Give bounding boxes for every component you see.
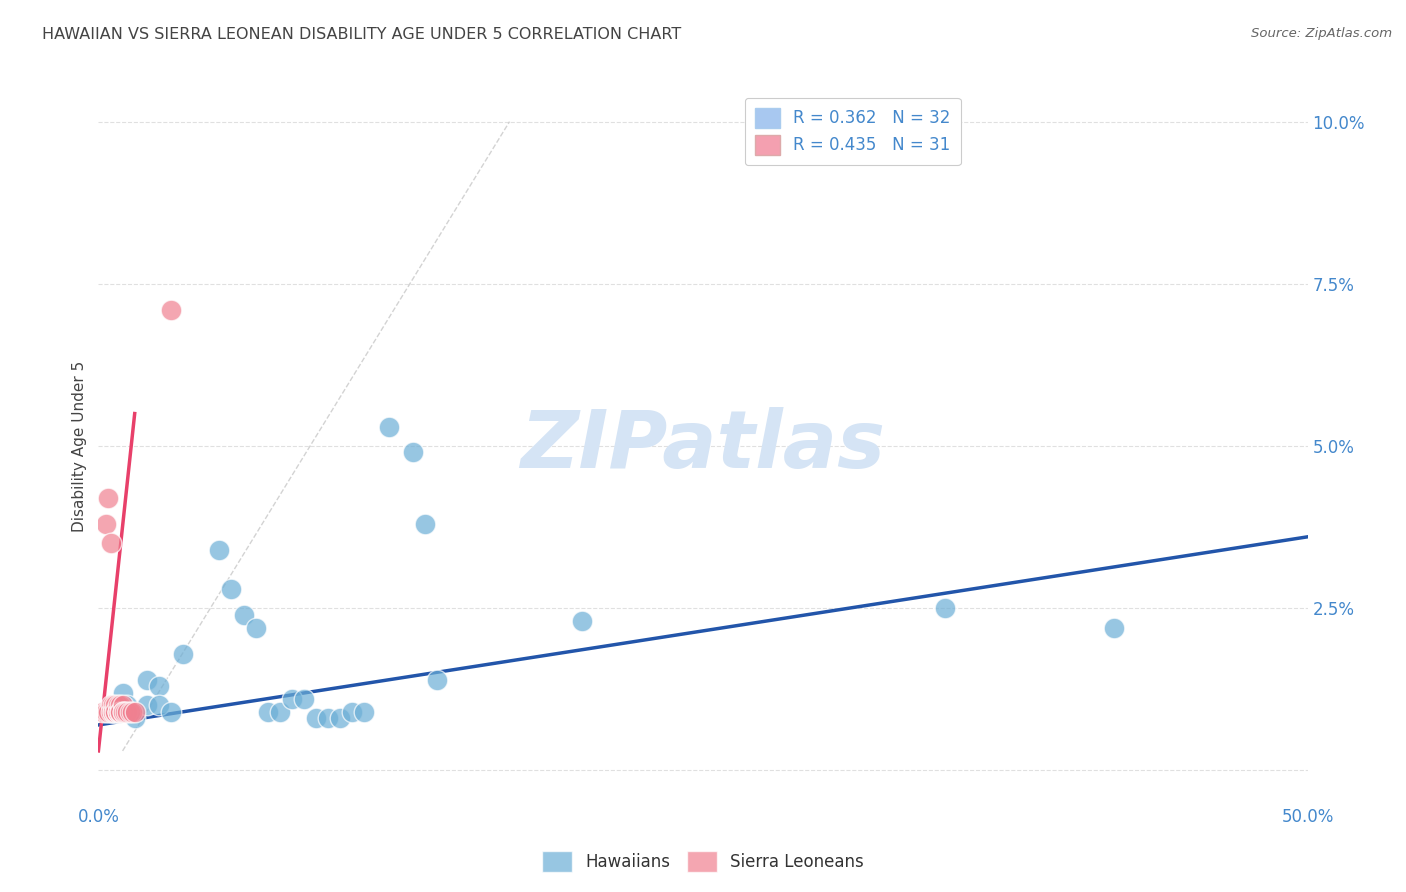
Point [97,705,120,719]
Point [135,673,157,687]
Text: Source: ZipAtlas.com: Source: ZipAtlas.com [1251,27,1392,40]
Point [108,705,131,719]
Point [148,679,170,693]
Point [111,698,134,713]
Point [111,685,134,699]
Point [148,698,170,713]
Point [1102,621,1125,635]
Point [111,705,134,719]
Point [135,698,157,713]
Point [121,705,143,719]
Text: ZIPatlas: ZIPatlas [520,407,886,485]
Point [402,445,425,459]
Point [292,692,315,706]
Point [107,705,129,719]
Point [108,698,131,713]
Point [160,302,183,317]
Point [111,705,134,719]
Point [316,711,339,725]
Point [114,705,136,719]
Point [100,536,122,550]
Point [124,705,146,719]
Point [118,705,141,719]
Point [160,705,183,719]
Point [111,705,134,719]
Point [100,705,122,719]
Point [104,698,127,713]
Point [97,491,120,505]
Point [281,692,304,706]
Point [245,621,267,635]
Point [172,647,194,661]
Point [101,705,124,719]
Point [256,705,278,719]
Point [107,698,129,713]
Point [100,705,122,719]
Point [377,419,399,434]
Legend: Hawaiians, Sierra Leoneans: Hawaiians, Sierra Leoneans [534,843,872,880]
Y-axis label: Disability Age Under 5: Disability Age Under 5 [72,360,87,532]
Point [104,705,127,719]
Point [107,705,129,719]
Point [117,698,139,713]
Point [94,516,117,531]
Point [329,711,352,725]
Point [934,601,956,615]
Point [101,698,124,713]
Point [104,705,127,719]
Point [100,698,122,713]
Point [305,711,328,725]
Point [107,705,129,719]
Point [426,673,449,687]
Point [208,542,231,557]
Point [353,705,375,719]
Point [413,516,436,531]
Point [101,705,124,719]
Point [117,705,139,719]
Point [108,705,131,719]
Point [571,614,593,628]
Point [232,607,254,622]
Text: HAWAIIAN VS SIERRA LEONEAN DISABILITY AGE UNDER 5 CORRELATION CHART: HAWAIIAN VS SIERRA LEONEAN DISABILITY AG… [42,27,682,42]
Point [91,705,114,719]
Point [124,711,146,725]
Point [94,705,117,719]
Point [107,705,129,719]
Point [269,705,291,719]
Point [342,705,364,719]
Point [108,705,131,719]
Point [221,582,243,596]
